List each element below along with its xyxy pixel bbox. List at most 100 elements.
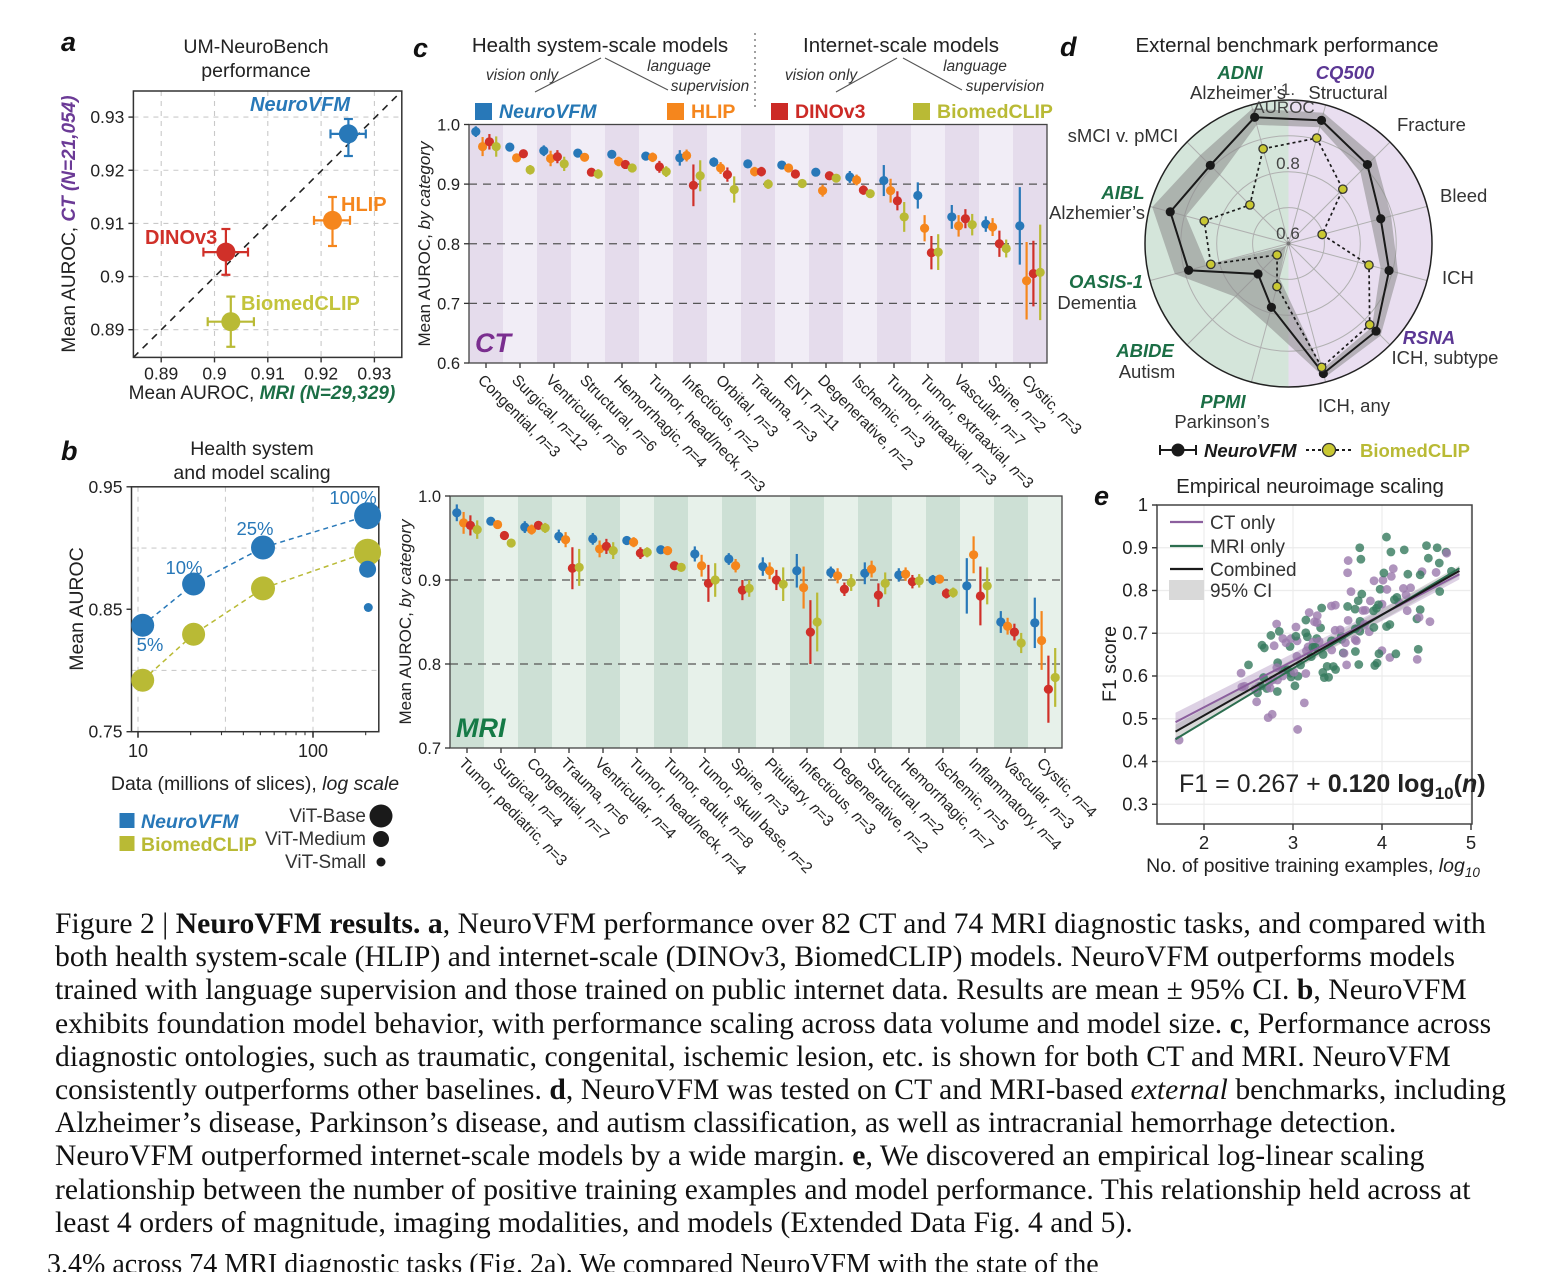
svg-text:PPMI: PPMI [1200,391,1246,412]
svg-text:ICH, any: ICH, any [1318,395,1391,416]
svg-text:0.8: 0.8 [418,656,441,674]
svg-text:Alzhemier’s: Alzhemier’s [1049,202,1145,223]
svg-text:vision only: vision only [785,67,859,84]
svg-text:External benchmark performance: External benchmark performance [1135,34,1438,57]
svg-text:Mean AUROC, by category: Mean AUROC, by category [396,518,415,725]
svg-text:d: d [1060,32,1077,62]
svg-text:0.9: 0.9 [100,267,124,287]
svg-text:0.8: 0.8 [1276,154,1300,173]
svg-text:HLIP: HLIP [341,194,387,216]
svg-text:ViT-Base: ViT-Base [289,806,366,827]
svg-text:Health system: Health system [190,438,314,460]
svg-text:0.9: 0.9 [202,363,226,383]
svg-text:0.9: 0.9 [418,572,441,590]
svg-text:a: a [61,27,76,57]
svg-text:vision only: vision only [486,67,560,84]
svg-text:2: 2 [1199,832,1209,853]
svg-text:0.5: 0.5 [1122,708,1148,729]
svg-text:Combined: Combined [1210,560,1297,581]
svg-text:BiomedCLIP: BiomedCLIP [1360,440,1470,461]
svg-text:0.91: 0.91 [90,213,124,233]
svg-text:BiomedCLIP: BiomedCLIP [241,293,360,315]
svg-text:Data (millions of slices), log: Data (millions of slices), log scale [111,773,399,795]
svg-text:DINOv3: DINOv3 [145,227,217,249]
svg-text:AIBL: AIBL [1100,182,1144,203]
svg-text:0.92: 0.92 [304,363,338,383]
svg-text:10%: 10% [165,557,202,578]
svg-text:sMCI v. pMCI: sMCI v. pMCI [1068,125,1179,146]
svg-text:Structural: Structural [1308,82,1387,103]
svg-text:ViT-Medium: ViT-Medium [265,829,366,850]
svg-text:Mean AUROC, MRI (N=29,329): Mean AUROC, MRI (N=29,329) [129,383,396,404]
svg-text:NeuroVFM: NeuroVFM [1204,440,1297,461]
svg-text:c: c [413,33,428,63]
svg-text:0.91: 0.91 [251,363,285,383]
svg-text:ADNI: ADNI [1216,62,1263,83]
svg-text:0.75: 0.75 [88,722,122,742]
svg-text:RSNA: RSNA [1403,327,1455,348]
svg-text:Bleed: Bleed [1440,185,1487,206]
svg-text:ICH, subtype: ICH, subtype [1392,347,1499,368]
svg-text:BiomedCLIP: BiomedCLIP [141,834,257,856]
svg-text:5: 5 [1466,832,1476,853]
svg-text:CQ500: CQ500 [1316,62,1375,83]
svg-text:NeuroVFM: NeuroVFM [141,811,239,833]
svg-text:1.: 1. [1281,80,1295,99]
svg-text:1: 1 [1138,494,1148,515]
svg-text:0.7: 0.7 [1122,622,1148,643]
svg-text:0.93: 0.93 [357,363,391,383]
svg-text:ICH: ICH [1442,267,1474,288]
svg-text:0.4: 0.4 [1122,751,1148,772]
svg-text:language: language [647,58,711,75]
svg-text:Parkinson’s: Parkinson’s [1174,411,1269,432]
svg-text:OASIS-1: OASIS-1 [1069,271,1143,292]
svg-text:b: b [61,436,78,466]
svg-text:UM-NeuroBench: UM-NeuroBench [183,36,328,58]
svg-text:Fracture: Fracture [1397,114,1466,135]
svg-text:0.95: 0.95 [88,477,122,497]
svg-text:0.6: 0.6 [1276,224,1300,243]
svg-text:0.89: 0.89 [90,320,124,340]
svg-text:1.0: 1.0 [437,117,460,135]
svg-text:Mean AUROC: Mean AUROC [66,547,88,671]
svg-text:0.85: 0.85 [88,599,122,619]
svg-text:4: 4 [1377,832,1387,853]
svg-text:CT only: CT only [1210,513,1276,534]
svg-text:No. of positive training examp: No. of positive training examples, log10 [1146,855,1480,880]
svg-text:ViT-Small: ViT-Small [285,852,366,873]
svg-text:0.8: 0.8 [437,236,460,254]
svg-text:DINOv3: DINOv3 [795,101,866,123]
svg-text:0.3: 0.3 [1122,793,1148,814]
svg-text:Dementia: Dementia [1057,292,1137,313]
svg-text:100: 100 [298,741,328,761]
svg-text:MRI only: MRI only [1210,537,1285,558]
svg-text:10: 10 [128,741,148,761]
svg-text:NeuroVFM: NeuroVFM [499,101,597,123]
svg-text:HLIP: HLIP [691,101,735,123]
svg-text:95% CI: 95% CI [1210,581,1272,602]
svg-text:supervision: supervision [671,78,749,95]
svg-text:0.89: 0.89 [144,363,178,383]
svg-text:F1 score: F1 score [1099,626,1121,702]
svg-text:Mean AUROC, by category: Mean AUROC, by category [415,140,434,347]
svg-text:0.7: 0.7 [418,740,441,758]
svg-text:F1 = 0.267 + 0.120 log10(n): F1 = 0.267 + 0.120 log10(n) [1179,770,1486,803]
svg-text:and model scaling: and model scaling [173,462,330,484]
svg-text:100%: 100% [329,487,376,508]
svg-text:CT: CT [475,328,513,358]
svg-text:NeuroVFM: NeuroVFM [250,94,351,116]
svg-text:0.9: 0.9 [437,176,460,194]
svg-text:Empirical neuroimage scaling: Empirical neuroimage scaling [1176,475,1444,498]
svg-text:25%: 25% [236,518,273,539]
svg-text:0.6: 0.6 [437,355,460,373]
svg-text:ABIDE: ABIDE [1115,340,1174,361]
svg-text:3: 3 [1288,832,1298,853]
svg-text:Mean AUROC, CT (N=21,054): Mean AUROC, CT (N=21,054) [59,95,80,352]
svg-text:supervision: supervision [966,78,1044,95]
svg-text:0.9: 0.9 [1122,537,1148,558]
svg-text:0.7: 0.7 [437,295,460,313]
svg-text:Alzheimer’s: Alzheimer’s [1190,82,1286,103]
svg-text:language: language [943,58,1007,75]
svg-text:performance: performance [201,60,310,82]
svg-text:e: e [1094,481,1109,511]
